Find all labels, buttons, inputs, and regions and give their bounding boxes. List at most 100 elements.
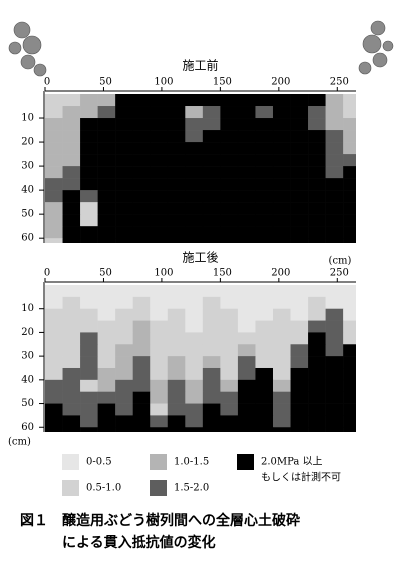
cell [272,130,291,143]
cell [185,427,204,432]
cell [325,427,344,432]
cell [132,94,151,107]
cell [325,130,344,143]
cell [45,391,63,404]
cell [150,238,169,243]
cell [167,106,186,119]
cell [115,285,133,298]
cell [80,166,98,179]
cell [202,308,221,321]
cell [255,344,274,357]
cell [115,226,133,239]
cell [167,296,186,310]
cell [97,332,116,345]
cell [220,106,239,119]
cell [97,190,116,203]
cell [185,202,204,215]
cell [185,356,204,369]
cell [272,106,291,119]
cell [290,202,309,215]
cell [290,238,309,243]
cell [255,415,274,428]
cell [80,415,98,428]
cell [255,356,274,369]
cell [220,427,239,432]
cell [62,226,81,239]
cell [62,214,81,227]
cell [115,178,133,191]
cell [80,214,98,227]
cell [115,356,133,369]
cell [220,166,239,179]
cell [150,285,169,298]
cell [237,367,256,381]
cell [255,391,274,404]
cell [272,226,291,239]
cell [115,403,133,416]
cell [150,118,169,131]
cell [45,403,63,416]
cell [150,379,169,392]
cell [132,427,151,432]
cell [185,320,204,333]
cell [255,320,274,333]
cell [325,391,344,404]
cell [80,238,98,243]
cell [237,285,256,298]
cell [237,214,256,227]
cell [308,106,326,119]
x-tick-label: 200 [271,77,290,88]
legend-label: もしくは計測不可 [261,471,341,484]
x-tick-label: 0 [44,268,50,279]
cell [97,214,116,227]
cell [343,154,356,167]
cell [343,403,356,416]
cell [80,106,98,119]
cell [343,190,356,203]
cell [237,415,256,428]
cell [150,142,169,155]
cell [80,427,98,432]
cell [290,403,309,416]
x-tick-label: 100 [154,268,173,279]
cell [308,391,326,404]
panel-title: 施工前 [182,58,218,73]
panel-title: 施工後 [182,251,218,265]
cell [325,238,344,243]
cell [132,367,151,381]
cell [220,202,239,215]
cell [115,106,133,119]
cell [343,391,356,404]
y-tick-label: 10 [21,113,34,124]
cell [132,166,151,179]
cell [272,142,291,155]
cell [150,166,169,179]
cell [115,415,133,428]
cell [97,356,116,369]
cell [45,320,63,333]
cell [220,415,239,428]
cell [290,118,309,131]
cell [97,166,116,179]
cell [290,166,309,179]
legend-label: 0.5-1.0 [86,483,121,494]
cell [272,285,291,298]
cell [308,296,326,310]
cell [308,202,326,215]
cell [255,130,274,143]
cell [325,379,344,392]
cell [220,320,239,333]
cell [132,403,151,416]
vine-left [8,21,47,77]
cell [62,332,81,345]
cell [272,118,291,131]
cell [132,178,151,191]
cell [132,226,151,239]
cell [220,94,239,107]
cell [45,94,63,107]
cell [62,367,81,381]
legend-label: 1.0-1.5 [174,457,209,468]
cell [167,391,186,404]
cell [115,118,133,131]
cell [185,190,204,203]
